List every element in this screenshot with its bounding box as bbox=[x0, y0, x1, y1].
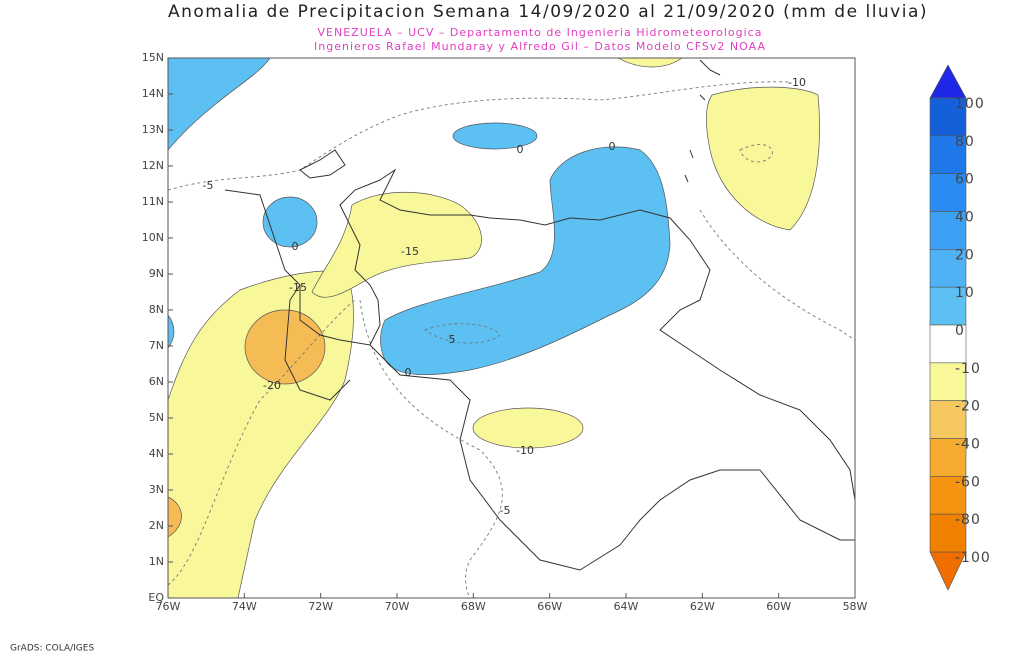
colorbar-label: 20 bbox=[955, 247, 975, 263]
field-yellow bbox=[706, 86, 820, 231]
colorbar-label: 100 bbox=[955, 96, 985, 112]
colorbar-label: -20 bbox=[955, 399, 981, 415]
lon-label: 66W bbox=[537, 600, 562, 613]
colorbar-label: -40 bbox=[955, 437, 981, 453]
lat-label: 5N bbox=[149, 411, 164, 424]
lon-label: 68W bbox=[461, 600, 486, 613]
coastline bbox=[684, 59, 721, 183]
colorbar-segment bbox=[929, 173, 967, 212]
field-blue bbox=[168, 314, 175, 349]
colorbar-label: 60 bbox=[955, 172, 975, 188]
colorbar-label: 10 bbox=[955, 285, 975, 301]
colorbar-label: 80 bbox=[955, 134, 975, 150]
colorbar-segment bbox=[929, 135, 967, 174]
colorbar-arrow bbox=[929, 64, 967, 99]
lon-label: 64W bbox=[614, 600, 639, 613]
field-blue bbox=[380, 146, 671, 376]
colorbar-label: 40 bbox=[955, 210, 975, 226]
field-yellow bbox=[617, 58, 683, 68]
contour-label: 0 bbox=[292, 240, 299, 253]
lon-label: 58W bbox=[843, 600, 868, 613]
lat-label: 1N bbox=[149, 555, 164, 568]
field-yellow bbox=[472, 407, 584, 449]
contour-label: -20 bbox=[263, 379, 281, 392]
lat-label: 3N bbox=[149, 483, 164, 496]
field-blue bbox=[168, 58, 271, 151]
map-fields bbox=[168, 58, 855, 598]
lat-label: 4N bbox=[149, 447, 164, 460]
subtitle: Ingenieros Rafael Mundaray y Alfredo Gil… bbox=[314, 40, 766, 53]
colorbar-segment bbox=[929, 249, 967, 288]
contour-labels: 0 0 0 0 5 -5 -5 -10 -10 -15 -15 -20 bbox=[203, 76, 806, 517]
colorbar-segment bbox=[929, 400, 967, 439]
lat-label: 8N bbox=[149, 303, 164, 316]
contour bbox=[739, 144, 773, 163]
contour bbox=[424, 323, 501, 344]
colorbar-segment bbox=[929, 438, 967, 477]
lat-label: 11N bbox=[142, 195, 164, 208]
contour-label: 5 bbox=[449, 333, 456, 346]
contour-label: -15 bbox=[401, 245, 419, 258]
lon-label: 74W bbox=[232, 600, 257, 613]
contour-label: -5 bbox=[203, 179, 214, 192]
lat-label: 6N bbox=[149, 375, 164, 388]
field-orange bbox=[244, 309, 326, 385]
contour bbox=[359, 299, 503, 598]
contour-label: -10 bbox=[788, 76, 806, 89]
contour-label: -15 bbox=[289, 281, 307, 294]
field-blue bbox=[452, 122, 538, 150]
lat-label: 2N bbox=[149, 519, 164, 532]
colorbar-label: -60 bbox=[955, 474, 981, 490]
colorbar-segment bbox=[929, 513, 967, 553]
lat-label: 13N bbox=[142, 123, 164, 136]
map-frame bbox=[167, 57, 856, 599]
contour-label: 0 bbox=[405, 366, 412, 379]
coastline bbox=[299, 149, 346, 179]
coastline bbox=[224, 168, 855, 501]
title: Anomalia de Precipitacion Semana 14/09/2… bbox=[168, 2, 928, 22]
lat-label: EQ bbox=[148, 591, 164, 604]
subtitle: VENEZUELA – UCV – Departamento de Ingeni… bbox=[318, 26, 763, 39]
lon-label: 76W bbox=[156, 600, 181, 613]
lon-label: 60W bbox=[766, 600, 791, 613]
lon-label: 72W bbox=[308, 600, 333, 613]
contour-label: -10 bbox=[516, 444, 534, 457]
contour-label: 0 bbox=[517, 143, 524, 156]
field-yellow bbox=[311, 192, 482, 298]
colorbar-label: -10 bbox=[955, 361, 981, 377]
colorbar-label: -100 bbox=[955, 550, 991, 566]
lat-label: 7N bbox=[149, 339, 164, 352]
border bbox=[369, 344, 855, 571]
colorbar-label: 0 bbox=[955, 323, 965, 339]
lon-label: 62W bbox=[690, 600, 715, 613]
colorbar-segment bbox=[929, 324, 967, 364]
contour-label: 0 bbox=[609, 140, 616, 153]
contour bbox=[168, 299, 356, 586]
contour-label: -5 bbox=[500, 504, 511, 517]
border bbox=[284, 284, 351, 401]
colorbar-segment bbox=[929, 286, 967, 326]
lat-label: 15N bbox=[142, 51, 164, 64]
lon-label: 70W bbox=[385, 600, 410, 613]
lat-label: 9N bbox=[149, 267, 164, 280]
lat-label: 10N bbox=[142, 231, 164, 244]
footer: GrADS: COLA/IGES bbox=[10, 644, 94, 654]
contour bbox=[168, 81, 791, 191]
lat-label: 14N bbox=[142, 87, 164, 100]
field-blue bbox=[262, 196, 318, 248]
colorbar-label: -80 bbox=[955, 512, 981, 528]
colorbar-segment bbox=[929, 97, 967, 137]
lat-label: 12N bbox=[142, 159, 164, 172]
contour bbox=[699, 209, 855, 341]
colorbar-segment bbox=[929, 476, 967, 515]
